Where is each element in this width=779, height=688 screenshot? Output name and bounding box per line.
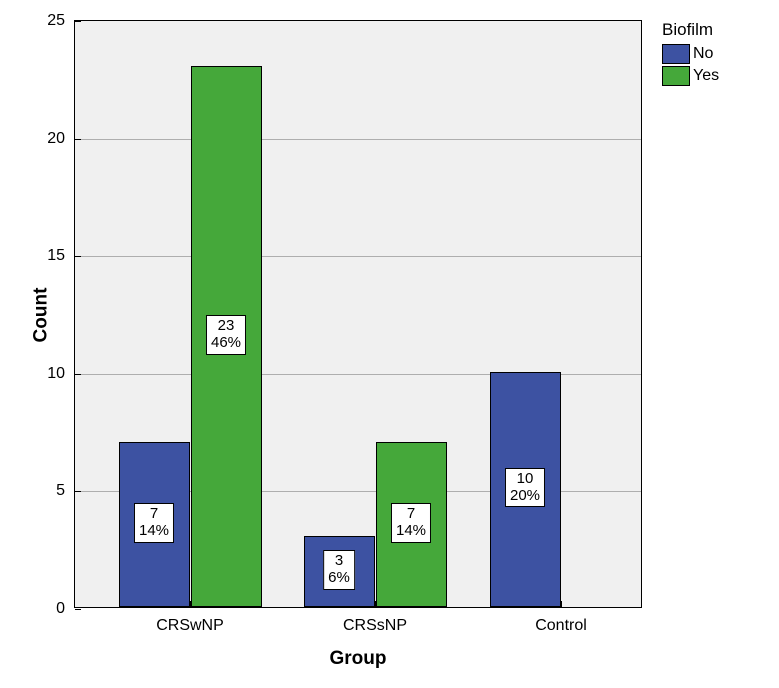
y-tick-label: 10 — [47, 365, 65, 383]
bar: 714% — [376, 442, 447, 607]
y-tick-label: 20 — [47, 130, 65, 148]
y-axis-label: Count — [30, 288, 52, 343]
bar-label-pct: 20% — [510, 487, 540, 504]
legend-item: Yes — [662, 66, 719, 86]
bar-label: 1020% — [505, 468, 545, 508]
y-tick — [75, 139, 81, 140]
legend: Biofilm No Yes — [662, 20, 719, 88]
legend-swatch — [662, 44, 690, 64]
legend-title: Biofilm — [662, 20, 719, 40]
x-tick — [561, 601, 562, 607]
x-tick-label: CRSsNP — [343, 617, 407, 635]
y-tick-label: 15 — [47, 247, 65, 265]
x-axis-label: Group — [330, 648, 387, 670]
bar-label: 36% — [323, 550, 355, 590]
x-tick-label: Control — [535, 617, 587, 635]
y-tick — [75, 609, 81, 610]
bar-label-count: 3 — [328, 552, 350, 569]
bar: 36% — [304, 536, 375, 607]
biofilm-bar-chart: 0510152025CRSwNPCRSsNPControl714%2346%36… — [0, 0, 779, 688]
bar: 714% — [119, 442, 190, 607]
bar-label-count: 23 — [211, 317, 241, 334]
bar-label: 714% — [134, 503, 174, 543]
bar-label: 2346% — [206, 315, 246, 355]
legend-swatch — [662, 66, 690, 86]
y-tick — [75, 491, 81, 492]
bar-label-count: 10 — [510, 470, 540, 487]
bar: 2346% — [191, 66, 262, 607]
bar-label: 714% — [391, 503, 431, 543]
gridline — [75, 139, 641, 140]
bar: 1020% — [490, 372, 561, 607]
x-tick-label: CRSwNP — [156, 617, 224, 635]
y-tick — [75, 21, 81, 22]
bar-label-count: 7 — [396, 505, 426, 522]
gridline — [75, 256, 641, 257]
y-tick-label: 25 — [47, 12, 65, 30]
bar-label-pct: 46% — [211, 334, 241, 351]
bar-label-count: 7 — [139, 505, 169, 522]
y-tick-label: 0 — [56, 600, 65, 618]
bar-label-pct: 14% — [396, 522, 426, 539]
y-tick — [75, 374, 81, 375]
legend-item-label: Yes — [693, 67, 719, 85]
legend-item: No — [662, 44, 719, 64]
plot-area: 0510152025CRSwNPCRSsNPControl714%2346%36… — [74, 20, 642, 608]
y-tick — [75, 256, 81, 257]
y-tick-label: 5 — [56, 482, 65, 500]
legend-item-label: No — [693, 45, 713, 63]
bar-label-pct: 14% — [139, 522, 169, 539]
bar-label-pct: 6% — [328, 569, 350, 586]
